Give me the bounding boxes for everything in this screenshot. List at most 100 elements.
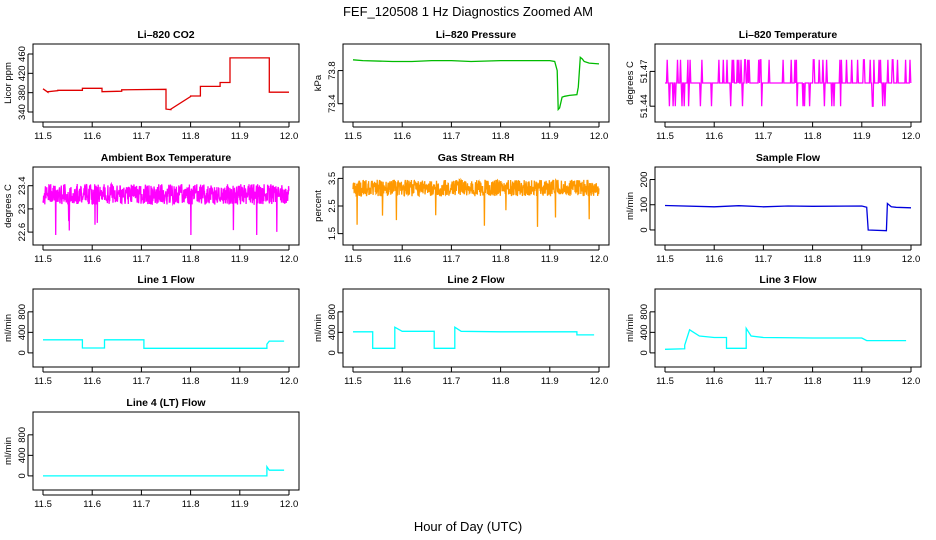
plot-frame [32,166,300,246]
y-tick-label: 73.4 [327,94,338,113]
x-tick-label: 11.9 [231,499,249,510]
y-axis-label: ml/min [625,314,636,342]
x-tick-label: 12.0 [280,499,299,510]
panel-title: Li–820 CO2 [137,29,194,41]
x-tick-label: 11.8 [182,131,200,142]
series-line-licor_temp [665,59,912,107]
panel-grid: Li–820 CO2 11.5 11.6 11.7 11.8 11.9 12.0 340 380… [3,29,922,510]
y-tick-label: 0 [639,227,650,232]
x-tick-label: 11.6 [83,131,101,142]
series-line-line1_flow [43,339,285,349]
x-tick-label: 11.8 [182,376,200,387]
panel-title: Line 1 Flow [137,274,195,286]
x-tick-label: 11.8 [492,254,510,265]
x-tick-label: 11.7 [133,254,151,265]
y-tick-label: 400 [17,324,28,340]
y-axis-label: ml/min [625,192,636,220]
panel-title: Line 3 Flow [759,274,817,286]
y-tick-label: 23.4 [17,176,28,195]
x-tick-label: 11.6 [705,254,723,265]
x-tick-label: 11.5 [34,499,52,510]
x-tick-label: 12.0 [590,131,609,142]
y-tick-label: 23 [17,204,28,215]
y-tick-label: 0 [17,473,28,478]
y-axis-label: percent [313,190,324,222]
x-tick-label: 12.0 [280,131,299,142]
panel-title: Line 4 (LT) Flow [126,397,206,409]
y-tick-label: 73.8 [327,61,338,80]
plot-frame [654,166,922,246]
x-tick-label: 11.8 [804,254,822,265]
x-tick-label: 11.6 [705,131,723,142]
y-tick-label: 22.6 [17,223,28,242]
panel-line4_flow: Line 4 (LT) Flow 11.5 11.6 11.7 11.8 11.9 12.0… [3,397,300,510]
y-tick-label: 0 [639,350,650,355]
x-tick-label: 11.9 [853,254,871,265]
figure-title: FEF_120508 1 Hz Diagnostics Zoomed AM [343,4,593,19]
x-tick-label: 11.9 [231,376,249,387]
y-axis-label: ml/min [313,314,324,342]
panel-pressure: Li–820 Pressure 11.5 11.6 11.7 11.8 11.9 12.0 7… [313,29,610,142]
plot-frame [654,43,922,123]
y-axis-label: ml/min [3,314,14,342]
panel-line1_flow: Line 1 Flow 11.5 11.6 11.7 11.8 11.9 12.0 0 400 8… [3,274,300,387]
x-tick-label: 11.9 [231,254,249,265]
panel-title: Ambient Box Temperature [101,152,232,164]
y-tick-label: 3.5 [327,172,338,185]
x-tick-label: 11.5 [344,254,362,265]
x-tick-label: 11.5 [34,376,52,387]
x-tick-label: 12.0 [902,131,921,142]
y-tick-label: 380 [17,85,28,101]
y-tick-label: 800 [639,304,650,320]
x-tick-label: 11.9 [853,131,871,142]
series-line-rh [352,177,600,227]
panel-line2_flow: Line 2 Flow 11.5 11.6 11.7 11.8 11.9 12.0 0 400 8… [313,274,610,387]
x-tick-label: 11.9 [541,376,559,387]
plot-frame [342,288,610,368]
x-tick-label: 11.5 [656,131,674,142]
x-tick-label: 11.9 [853,376,871,387]
y-tick-label: 800 [17,304,28,320]
panel-title: Sample Flow [756,152,821,164]
series-line-line2_flow [353,326,595,349]
series-line-line4_flow [43,464,285,477]
panel-title: Line 2 Flow [447,274,505,286]
x-tick-label: 11.9 [541,254,559,265]
x-tick-label: 12.0 [590,254,609,265]
panel-title: Gas Stream RH [438,152,514,164]
x-tick-label: 11.6 [705,376,723,387]
plot-frame [32,43,300,123]
y-axis-label: ml/min [3,437,14,465]
x-tick-label: 11.5 [344,131,362,142]
panel-title: Li–820 Temperature [739,29,838,41]
x-tick-label: 11.7 [133,499,151,510]
figure-xlabel: Hour of Day (UTC) [414,519,522,534]
x-tick-label: 11.6 [393,376,411,387]
x-tick-label: 12.0 [280,254,299,265]
series-line-ambient_temp [42,181,290,236]
y-axis-label: kPa [313,74,324,91]
series-line-pressure [352,55,600,112]
x-tick-label: 11.7 [443,376,461,387]
x-tick-label: 11.8 [182,499,200,510]
x-tick-label: 11.9 [231,131,249,142]
plot-frame [32,411,300,491]
x-tick-label: 11.5 [656,254,674,265]
x-tick-label: 11.5 [656,376,674,387]
panel-line3_flow: Line 3 Flow 11.5 11.6 11.7 11.8 11.9 12.0 0 400 8… [625,274,922,387]
y-tick-label: 400 [17,447,28,463]
panel-title: Li–820 Pressure [436,29,517,41]
y-tick-label: 800 [327,304,338,320]
y-tick-label: 200 [639,172,650,188]
x-tick-label: 11.7 [133,131,151,142]
y-axis-label: degrees C [3,184,14,228]
x-tick-label: 11.5 [34,254,52,265]
x-tick-label: 12.0 [280,376,299,387]
y-tick-label: 420 [17,65,28,81]
y-tick-label: 400 [327,324,338,340]
plot-frame [654,288,922,368]
x-tick-label: 11.8 [804,376,822,387]
y-tick-label: 51.44 [639,94,650,118]
y-tick-label: 0 [17,350,28,355]
